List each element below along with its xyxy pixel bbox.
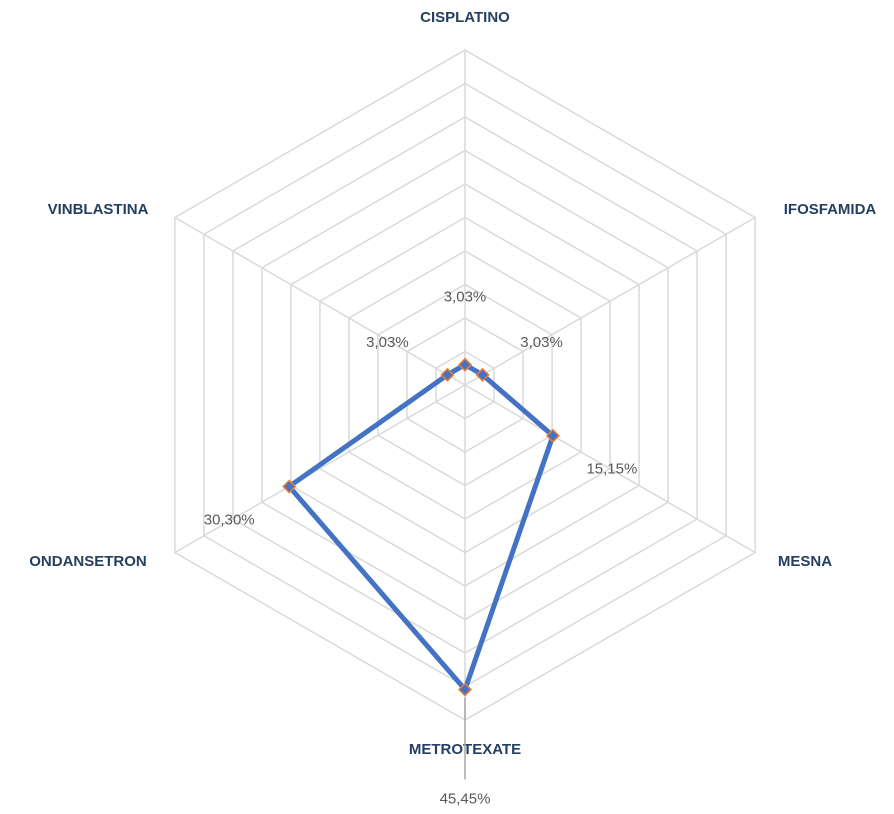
data-label: 3,03% — [366, 334, 409, 351]
marker — [440, 367, 455, 382]
marker — [475, 367, 490, 382]
data-label: 15,15% — [586, 461, 637, 478]
spoke — [174, 384, 466, 554]
marker — [457, 357, 473, 372]
category-label: MESNA — [778, 553, 832, 570]
category-label: IFOSFAMIDA — [784, 201, 877, 218]
category-label: CISPLATINO — [420, 9, 510, 26]
data-label: 45,45% — [440, 790, 491, 807]
spoke — [464, 384, 756, 554]
spoke — [174, 216, 466, 386]
marker — [545, 428, 560, 443]
data-label: 3,03% — [520, 334, 563, 351]
marker — [457, 682, 473, 697]
spoke — [464, 216, 756, 386]
marker — [282, 479, 297, 494]
category-label: ONDANSETRON — [29, 553, 147, 570]
category-label: VINBLASTINA — [48, 201, 149, 218]
data-label: 3,03% — [444, 289, 487, 306]
data-label: 30,30% — [204, 511, 255, 528]
